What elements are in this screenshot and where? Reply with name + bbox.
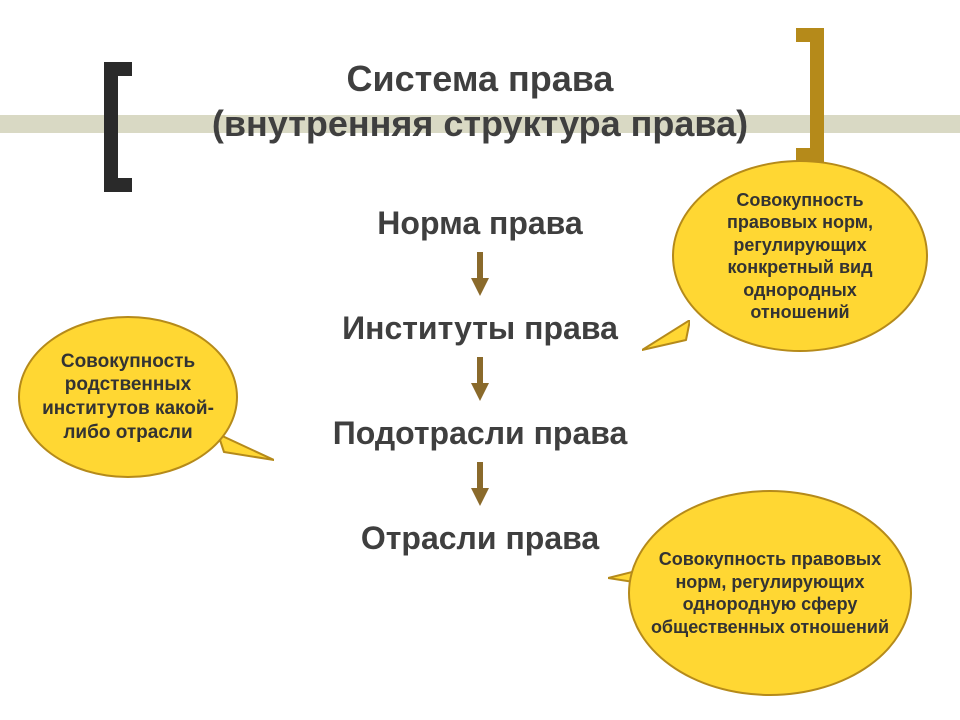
callout-tail-icon: [642, 320, 690, 356]
arrow-down-icon: [471, 462, 489, 506]
callout-branches-text: Совокупность правовых норм, регулирующих…: [648, 548, 892, 638]
title-line-2: (внутренняя структура права): [212, 103, 748, 144]
callout-institutes-text: Совокупность правовых норм, регулирующих…: [692, 189, 908, 324]
callout-tail-icon: [218, 434, 274, 468]
arrow-down-icon: [471, 357, 489, 401]
callout-branches: Совокупность правовых норм, регулирующих…: [628, 490, 912, 696]
callout-subbranches-text: Совокупность родственных институтов како…: [38, 350, 218, 445]
title-line-1: Система права: [347, 58, 614, 99]
callout-institutes: Совокупность правовых норм, регулирующих…: [672, 160, 928, 352]
page-title: Система права (внутренняя структура прав…: [0, 56, 960, 146]
callout-subbranches: Совокупность родственных институтов како…: [18, 316, 238, 478]
hierarchy-level-1: Норма права: [377, 205, 582, 242]
hierarchy-level-2: Институты права: [342, 310, 618, 347]
hierarchy-level-3: Подотрасли права: [333, 415, 628, 452]
arrow-down-icon: [471, 252, 489, 296]
hierarchy-level-4: Отрасли права: [361, 520, 599, 557]
